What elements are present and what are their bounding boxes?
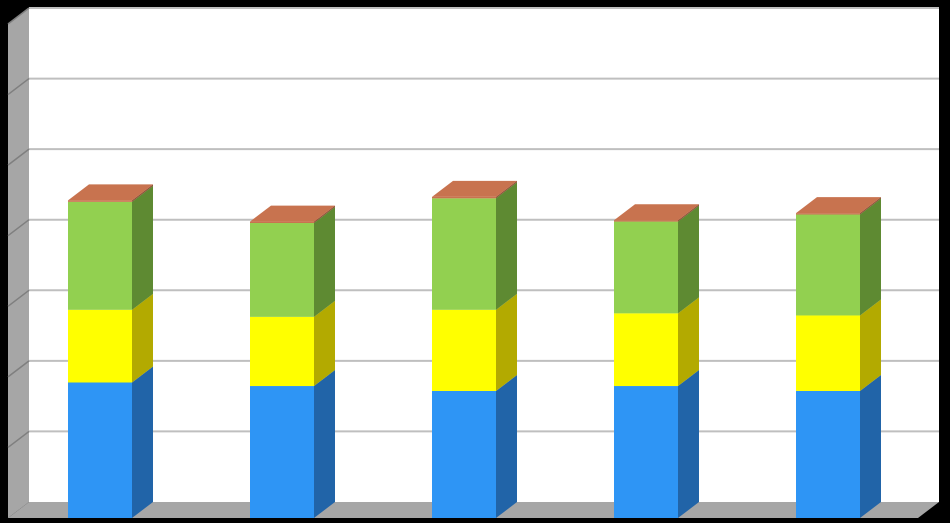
bar-segment [250, 221, 314, 224]
bar-segment [68, 201, 132, 310]
bar-segment [796, 315, 860, 391]
bar-segment-side [678, 205, 699, 314]
bar-segment [432, 390, 496, 518]
bar-segment [432, 196, 496, 199]
bar-segment [796, 213, 860, 215]
bar-segment [614, 221, 678, 314]
bar-segment-side [132, 184, 153, 202]
bar-segment-side [860, 299, 881, 391]
bar-segment-side [132, 185, 153, 310]
bar-segment [250, 386, 314, 518]
bar-segment [614, 386, 678, 518]
bar-segment [432, 198, 496, 310]
bar-segment [68, 200, 132, 202]
bar-segment [68, 309, 132, 383]
bar-segment-side [678, 370, 699, 518]
bar-segment-side [860, 374, 881, 518]
side-gridline [7, 289, 30, 307]
bar-top [796, 197, 881, 214]
bar-segment [614, 313, 678, 387]
bar-segment-side [496, 293, 517, 391]
bar-segment-side [860, 198, 881, 316]
side-gridline [7, 219, 30, 237]
bar-segment [250, 223, 314, 317]
bar-top [432, 180, 517, 197]
bar-segment [68, 382, 132, 518]
side-wall [8, 8, 29, 518]
bar-segment-side [132, 366, 153, 518]
bar-segment-side [496, 374, 517, 518]
bar-segment [432, 309, 496, 391]
bar-segment-side [314, 300, 335, 387]
bar-segment-side [132, 293, 153, 383]
bar-segment [614, 220, 678, 222]
bar-segment-side [496, 182, 517, 310]
bar-segment-side [314, 370, 335, 518]
side-gridline [7, 360, 30, 378]
bar-segment-side [496, 180, 517, 199]
bar-segment [796, 390, 860, 518]
bar-top [614, 204, 699, 221]
side-gridline [7, 148, 30, 166]
bar-segment [250, 316, 314, 387]
bar-segment-side [314, 205, 335, 224]
side-gridline [7, 77, 30, 96]
bar-top [68, 184, 153, 201]
bar-segment-side [314, 207, 335, 317]
bar-segment [796, 214, 860, 316]
bar-segment-side [860, 197, 881, 215]
side-gridline [7, 430, 30, 449]
bar-segment-side [678, 297, 699, 387]
bar-top [250, 205, 335, 222]
side-gridline [7, 7, 30, 25]
bar-segment-side [678, 204, 699, 222]
